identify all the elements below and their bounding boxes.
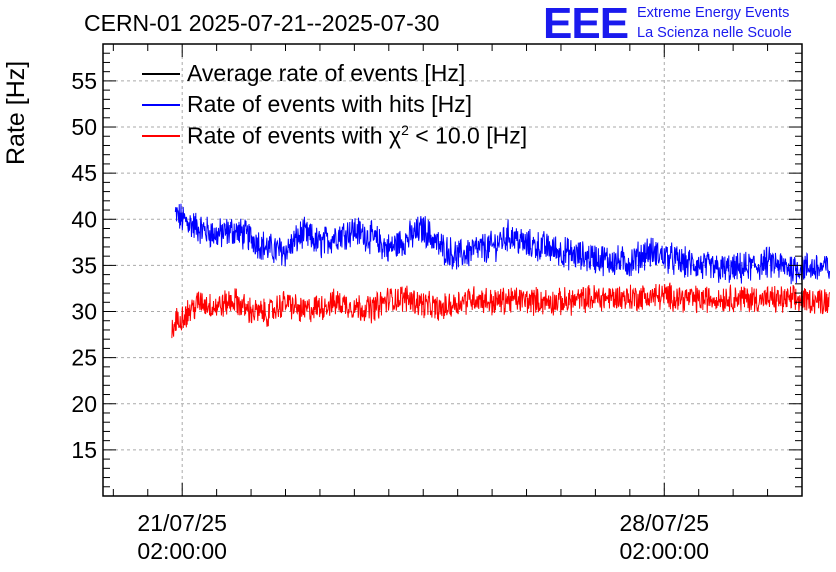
- x-tick-time: 02:00:00: [619, 538, 710, 564]
- logo-caption-line2: La Scienza nelle Scuole: [637, 25, 792, 41]
- y-tick-label: 30: [71, 299, 97, 325]
- logo-caption-line1: Extreme Energy Events: [637, 5, 790, 21]
- series-layer: [171, 203, 831, 339]
- legend-swatch-chi2: [142, 134, 180, 137]
- x-tick-label: 28/07/25 02:00:00: [609, 509, 719, 565]
- chi-square-superscript: 2: [401, 121, 409, 138]
- legend-entry-hits: Rate of events with hits [Hz]: [142, 89, 527, 120]
- y-tick-label: 45: [71, 160, 97, 186]
- series-line-2: [171, 282, 831, 339]
- x-tick-date: 28/07/25: [619, 510, 710, 536]
- legend-swatch-hits: [142, 103, 180, 106]
- y-tick-label: 15: [71, 437, 97, 463]
- x-tick-time: 02:00:00: [137, 538, 227, 564]
- y-tick-label: 35: [71, 252, 97, 278]
- x-tick-date: 21/07/25: [137, 510, 227, 536]
- y-tick-label: 40: [71, 206, 97, 232]
- axis-ticks: 15 20 25 30 35 40 45 50 55: [71, 43, 803, 497]
- eee-logo: EEE: [543, 0, 629, 48]
- y-tick-label: 55: [71, 68, 97, 94]
- legend-label-hits: Rate of events with hits [Hz]: [187, 91, 473, 117]
- y-tick-label: 50: [71, 114, 97, 140]
- legend-label-average: Average rate of events [Hz]: [187, 60, 466, 86]
- logo-caption: Extreme Energy Events La Scienza nelle S…: [637, 3, 792, 43]
- x-tick-label: 21/07/25 02:00:00: [127, 509, 237, 565]
- chart-title: CERN-01 2025-07-21--2025-07-30: [84, 10, 440, 36]
- legend: Average rate of events [Hz] Rate of even…: [142, 58, 527, 151]
- plot-area-border: [102, 43, 803, 497]
- plot-frame: [102, 43, 803, 497]
- legend-label-chi2: Rate of events with χ2 < 10.0 [Hz]: [187, 121, 528, 149]
- series-line-1: [174, 203, 831, 285]
- legend-entry-average: Average rate of events [Hz]: [142, 58, 527, 89]
- y-axis-label: Rate [Hz]: [2, 60, 30, 165]
- y-tick-label: 25: [71, 345, 97, 371]
- legend-swatch-average: [142, 72, 180, 75]
- legend-entry-chi2: Rate of events with χ2 < 10.0 [Hz]: [142, 120, 527, 151]
- y-tick-label: 20: [71, 391, 97, 417]
